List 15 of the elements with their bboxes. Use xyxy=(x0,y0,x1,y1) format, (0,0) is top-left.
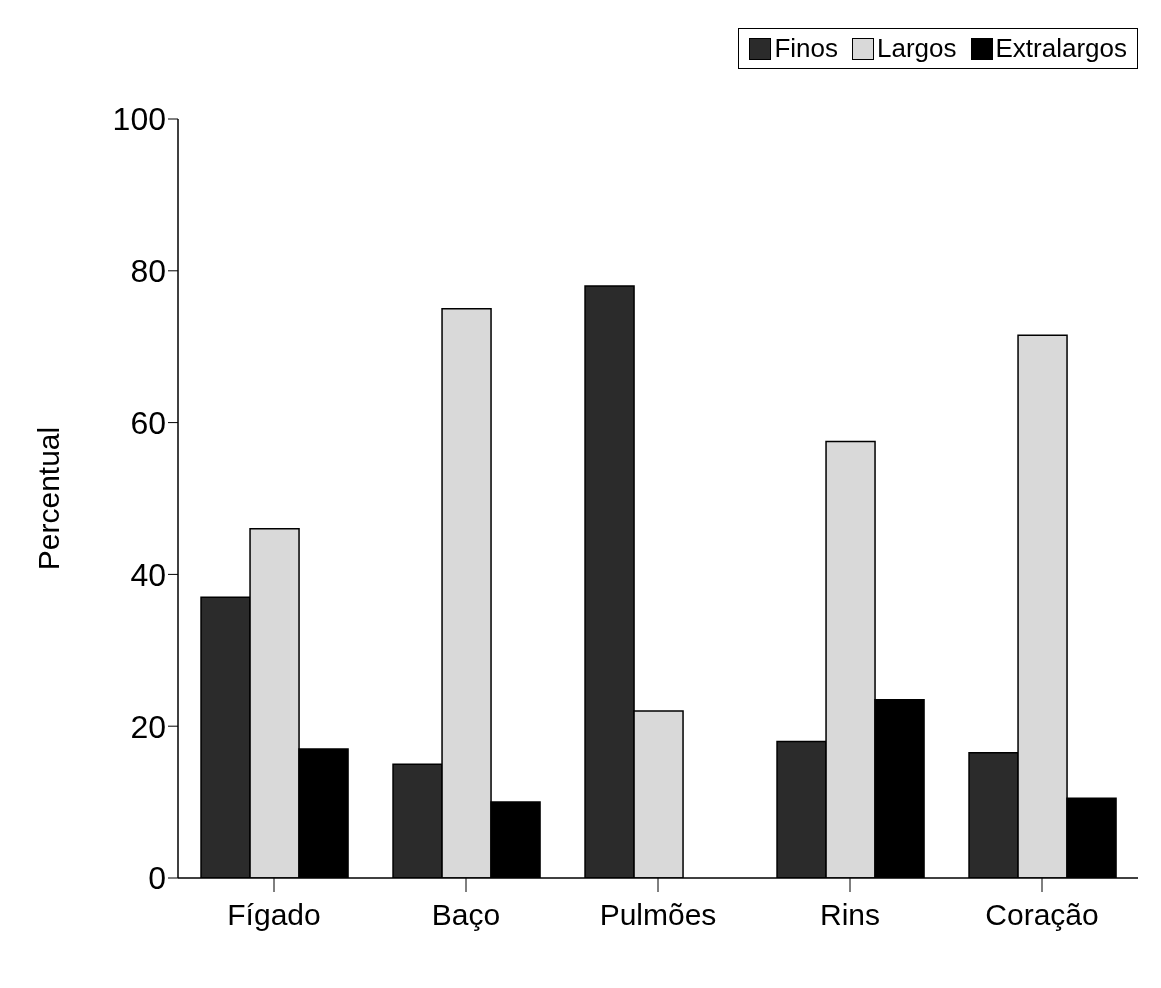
y-tick-label: 0 xyxy=(148,860,166,897)
y-tick-label: 80 xyxy=(130,253,166,290)
x-tick-label: Pulmões xyxy=(599,898,717,932)
legend-label: Finos xyxy=(773,33,838,64)
y-tick-label: 20 xyxy=(130,708,166,745)
y-tick-label: 100 xyxy=(112,101,166,138)
y-tick-label: 60 xyxy=(130,404,166,441)
x-tick-label: Fígado xyxy=(227,898,321,932)
y-tick-label: 40 xyxy=(130,556,166,593)
x-tick-label: Coração xyxy=(985,898,1099,932)
y-axis-title: Percentual xyxy=(31,426,65,571)
x-tick-label: Rins xyxy=(819,898,881,932)
x-tick-label: Baço xyxy=(431,898,501,932)
legend-label: Largos xyxy=(876,33,957,64)
legend-label: Extralargos xyxy=(994,33,1127,64)
